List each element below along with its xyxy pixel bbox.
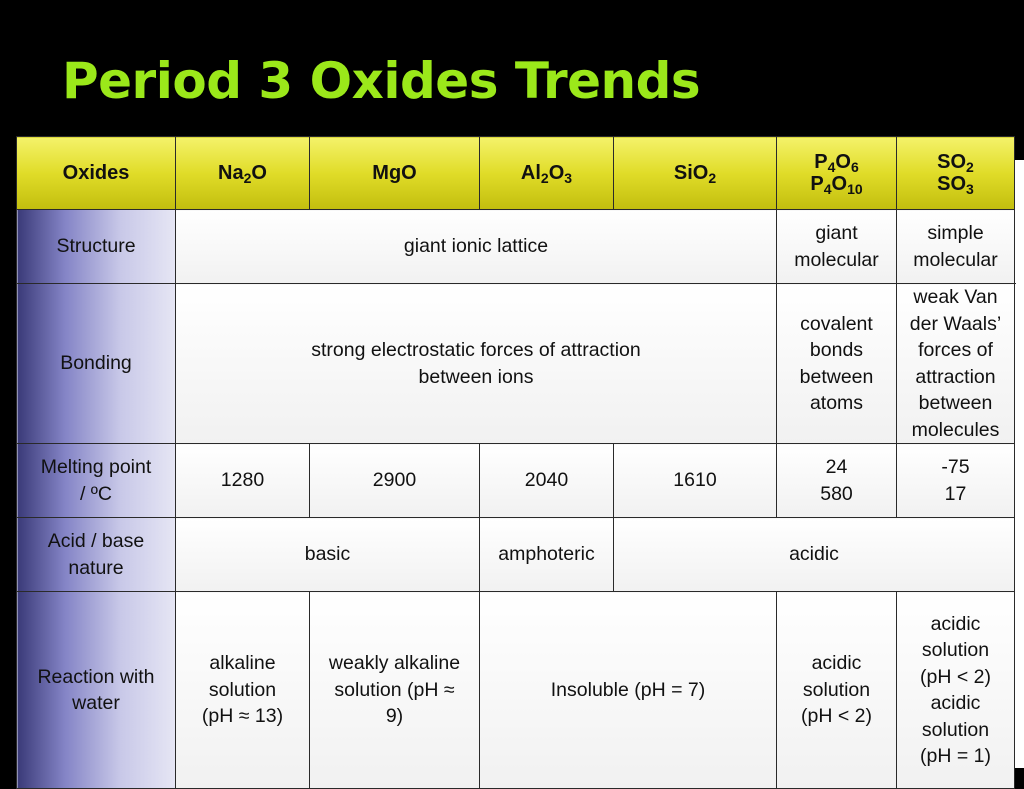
header-sulfur-oxides: SO2 SO3 — [896, 136, 1015, 210]
acid-base-basic: basic — [175, 517, 480, 593]
water-mgo: weakly alkaline solution (pH ≈9) — [309, 591, 480, 789]
header-phosphorus-oxides: P4O6 P4O10 — [776, 136, 897, 210]
bonding-row: Bonding strong electrostatic forces of a… — [16, 282, 1015, 445]
water-sulfur-oxides: acidic solution (pH < 2) acidic solution (pH … — [896, 591, 1015, 789]
header-al2o3: Al2O3 — [479, 136, 614, 210]
water-insoluble: Insoluble (pH = 7) — [479, 591, 777, 789]
acid-base-acidic: acidic — [613, 517, 1015, 593]
melting-mgo: 2900 — [309, 443, 480, 519]
row-label-structure: Structure — [16, 209, 176, 284]
melting-sulfur-oxides: -75 17 — [896, 443, 1015, 519]
slide-edge-strip — [1013, 160, 1024, 768]
header-mgo: MgO — [309, 136, 480, 210]
melting-al2o3: 2040 — [479, 443, 614, 519]
bonding-covalent: covalent bonds between atoms — [776, 282, 897, 445]
row-label-melting-point: Melting point / ºC — [16, 443, 176, 519]
structure-simple-molecular: simple molecular — [896, 209, 1015, 284]
melting-row: Melting point / ºC 1280 2900 2040 1610 24… — [16, 443, 1015, 519]
row-label-bonding: Bonding — [16, 282, 176, 445]
structure-ionic: giant ionic lattice — [175, 209, 777, 284]
header-sio2: SiO2 — [613, 136, 777, 210]
melting-na2o: 1280 — [175, 443, 310, 519]
acid-base-amphoteric: amphoteric — [479, 517, 614, 593]
water-phosphorus-oxides: acidic solution (pH < 2) — [776, 591, 897, 789]
water-na2o: alkaline solution (pH ≈ 13) — [175, 591, 310, 789]
slide-title: Period 3 Oxides Trends — [62, 52, 701, 110]
water-reaction-row: Reaction with water alkaline solution (pH ≈… — [16, 591, 1015, 789]
row-label-reaction-with-water: Reaction with water — [16, 591, 176, 789]
oxides-table: Oxides Na2O MgO Al2O3 SiO2 P4O6 P4O10 SO… — [16, 136, 1015, 789]
header-oxides: Oxides — [16, 136, 176, 210]
acid-base-row: Acid / base nature basic amphoteric acidi… — [16, 517, 1015, 593]
melting-sio2: 1610 — [613, 443, 777, 519]
structure-row: Structure giant ionic lattice giant molec… — [16, 209, 1015, 284]
header-na2o: Na2O — [175, 136, 310, 210]
bonding-ionic: strong electrostatic forces of attractio… — [175, 282, 777, 445]
bonding-van-der-waals: weak Van der Waals’ forces of attraction b… — [896, 282, 1015, 445]
header-row: Oxides Na2O MgO Al2O3 SiO2 P4O6 P4O10 SO… — [16, 136, 1015, 210]
row-label-acid-base: Acid / base nature — [16, 517, 176, 593]
structure-giant-molecular: giant molecular — [776, 209, 897, 284]
melting-phosphorus-oxides: 24 580 — [776, 443, 897, 519]
